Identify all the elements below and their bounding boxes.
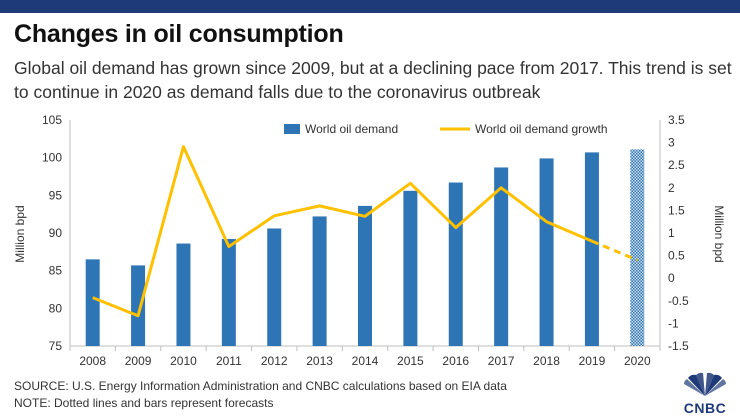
y2-tick-label: -0.5 <box>668 294 689 308</box>
y2-tick-label: 3.5 <box>668 113 685 127</box>
demand-bar <box>85 259 100 346</box>
growth-forecast-line <box>591 239 638 262</box>
x-tick-label: 2011 <box>216 354 242 368</box>
y2-tick-label: 3 <box>668 136 675 150</box>
demand-bar <box>312 216 327 346</box>
y2-axis-label: Million bpd <box>712 205 726 262</box>
y2-tick-label: 2 <box>668 181 675 195</box>
x-tick-label: 2020 <box>624 354 651 368</box>
demand-bar <box>448 182 463 346</box>
combo-chart: 75 80 85 90 95 100 105 -1.5 -1 -0.5 0 0.5 1 1.5 2 2.5 3 3… <box>13 113 726 368</box>
source-note: SOURCE: U.S. Energy Information Administ… <box>14 379 507 393</box>
demand-bar <box>584 152 599 346</box>
growth-line <box>92 145 593 318</box>
peacock-icon <box>684 372 726 396</box>
demand-bar <box>403 190 418 346</box>
legend-swatch-bar <box>284 124 300 134</box>
y2-tick-label: 0 <box>668 271 675 285</box>
cnbc-logo: CNBC <box>674 372 736 416</box>
bar-series <box>85 149 645 346</box>
x-tick-label: 2017 <box>488 354 515 368</box>
demand-bar <box>267 228 282 346</box>
x-tick-label: 2012 <box>261 354 288 368</box>
chart-subtitle: Global oil demand has grown since 2009, … <box>14 58 732 102</box>
logo-wordmark: CNBC <box>683 400 727 416</box>
x-tick-label: 2008 <box>79 354 106 368</box>
legend-label-line: World oil demand growth <box>475 122 608 136</box>
x-tick-label: 2018 <box>533 354 560 368</box>
demand-bar <box>358 205 372 346</box>
legend: World oil demand World oil demand growth <box>284 122 608 136</box>
demand-bar <box>494 167 509 346</box>
x-tick-label: 2019 <box>579 354 606 368</box>
forecast-note: NOTE: Dotted lines and bars represent fo… <box>14 396 274 410</box>
y2-tick-label: -1.5 <box>668 339 689 353</box>
demand-bar <box>221 239 236 346</box>
x-tick-label: 2013 <box>306 354 333 368</box>
demand-bar <box>176 243 191 346</box>
demand-bar <box>131 265 146 346</box>
y-tick-label: 85 <box>49 264 63 278</box>
line-series <box>92 145 638 318</box>
y-axis-label: Million bpd <box>13 205 27 262</box>
y2-tick-label: 2.5 <box>668 158 685 172</box>
y-tick-label: 75 <box>49 339 63 353</box>
y2-tick-label: -1 <box>668 316 679 330</box>
y-tick-label: 100 <box>42 151 62 165</box>
chart-axes: 75 80 85 90 95 100 105 -1.5 -1 -0.5 0 0.5 1 1.5 2 2.5 3 3… <box>42 113 689 368</box>
forecast-bar <box>630 149 645 346</box>
x-tick-label: 2015 <box>397 354 424 368</box>
y-tick-label: 80 <box>49 301 63 315</box>
legend-label-bar: World oil demand <box>305 122 398 136</box>
demand-bar <box>539 158 554 346</box>
x-tick-label: 2009 <box>125 354 152 368</box>
x-tick-label: 2016 <box>442 354 469 368</box>
x-tick-label: 2010 <box>170 354 197 368</box>
y2-tick-label: 1.5 <box>668 203 685 217</box>
y2-tick-label: 0.5 <box>668 249 685 263</box>
y2-tick-label: 1 <box>668 226 675 240</box>
top-bar <box>0 0 740 13</box>
y-tick-label: 105 <box>42 113 62 127</box>
y-tick-label: 90 <box>49 226 63 240</box>
chart-title: Changes in oil consumption <box>14 20 344 48</box>
x-tick-label: 2014 <box>352 354 379 368</box>
y-tick-label: 95 <box>49 188 63 202</box>
